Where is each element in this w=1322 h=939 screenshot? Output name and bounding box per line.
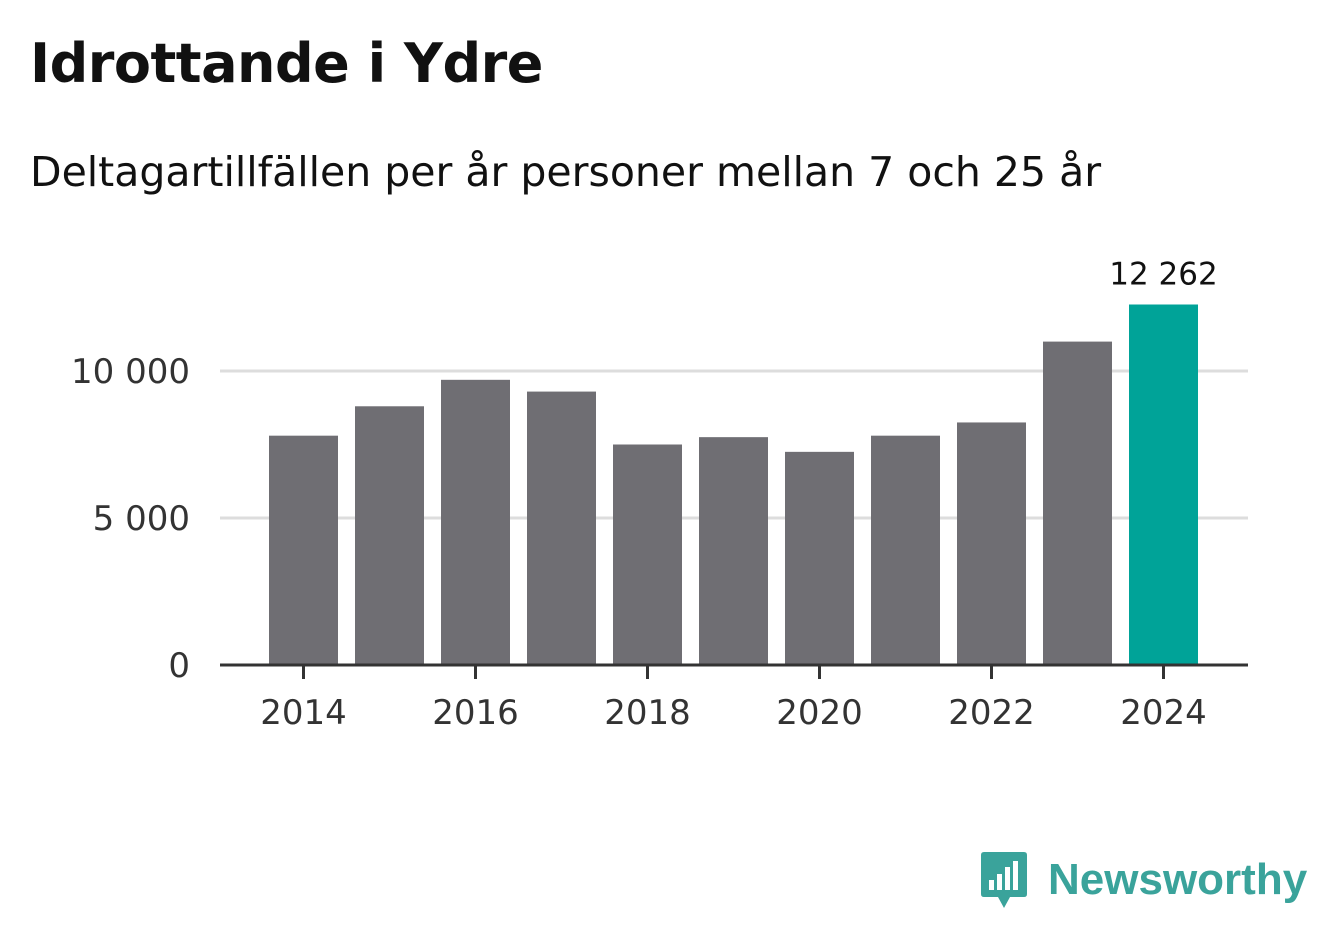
newsworthy-logo: Newsworthy xyxy=(980,848,1307,912)
bar-2021 xyxy=(871,435,940,665)
x-tick-label: 2014 xyxy=(260,693,347,733)
brand-name: Newsworthy xyxy=(1048,855,1308,904)
y-tick-label: 10 000 xyxy=(71,352,190,392)
y-tick-label: 5 000 xyxy=(93,499,190,539)
newsworthy-logo-icon xyxy=(981,852,1027,908)
y-tick-label: 0 xyxy=(168,646,190,686)
x-tick-label: 2022 xyxy=(948,693,1035,733)
bar-2018 xyxy=(613,444,682,665)
x-tick-label: 2016 xyxy=(432,693,519,733)
bar-2023 xyxy=(1043,341,1112,665)
data-label: 12 262 xyxy=(1109,256,1217,292)
x-tick-label: 2020 xyxy=(776,693,863,733)
bar-2015 xyxy=(355,406,424,665)
bar-2020 xyxy=(785,451,854,665)
chart-title: Idrottande i Ydre xyxy=(30,32,543,95)
bar-2017 xyxy=(527,391,596,665)
x-tick-label: 2024 xyxy=(1120,693,1207,733)
bar-2019 xyxy=(699,437,768,665)
x-tick-label: 2018 xyxy=(604,693,691,733)
bar-chart: 0 5 000 10 000 12 262 2014 2016 2018 2020 2022 20… xyxy=(71,256,1248,733)
bar-2024 xyxy=(1129,304,1198,665)
bar-2016 xyxy=(441,379,510,665)
chart-subtitle: Deltagartillfällen per år personer mella… xyxy=(30,148,1102,196)
bar-2022 xyxy=(957,422,1026,665)
bar-2014 xyxy=(269,435,338,665)
